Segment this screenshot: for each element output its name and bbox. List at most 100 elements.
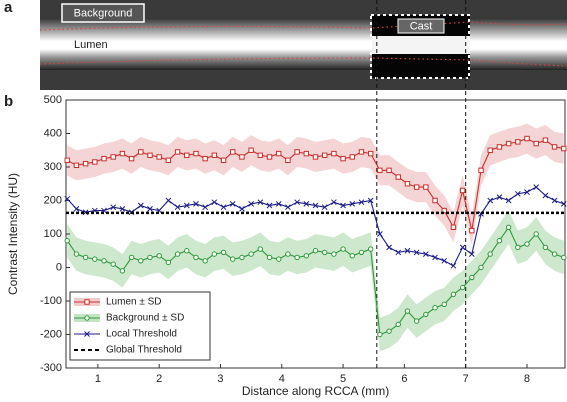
panel-a: Background Lumen Cast bbox=[39, 0, 567, 90]
point bbox=[193, 150, 199, 157]
point bbox=[468, 251, 475, 257]
x-axis-label: Distance along RCCA (mm) bbox=[242, 384, 389, 398]
x-tick-label: 3 bbox=[217, 373, 223, 385]
point bbox=[64, 157, 70, 164]
y-tick-label: 0 bbox=[56, 261, 62, 273]
point bbox=[73, 251, 80, 257]
point bbox=[349, 253, 355, 259]
legend-marker bbox=[84, 331, 90, 337]
point bbox=[441, 257, 448, 264]
point bbox=[432, 305, 438, 311]
point bbox=[533, 184, 540, 190]
point bbox=[561, 254, 567, 261]
y-tick-label: -300 bbox=[40, 362, 62, 374]
point bbox=[64, 195, 71, 202]
point bbox=[404, 308, 411, 314]
point bbox=[92, 159, 98, 165]
point bbox=[165, 259, 172, 266]
point bbox=[358, 199, 365, 206]
legend-marker bbox=[84, 299, 90, 305]
point bbox=[303, 200, 310, 207]
point bbox=[386, 328, 392, 334]
point bbox=[331, 150, 337, 157]
point bbox=[147, 254, 153, 261]
cast-box bbox=[370, 14, 470, 79]
point bbox=[165, 197, 172, 204]
point bbox=[193, 200, 199, 207]
x-tick-label: 4 bbox=[279, 373, 285, 385]
point bbox=[138, 258, 144, 264]
x-tick-label: 7 bbox=[463, 373, 469, 385]
background-label: Background bbox=[74, 7, 133, 19]
point bbox=[248, 251, 254, 257]
point bbox=[404, 247, 411, 254]
point bbox=[110, 154, 116, 160]
point bbox=[367, 150, 374, 157]
point bbox=[303, 150, 310, 157]
point bbox=[469, 274, 475, 281]
panel-label: b bbox=[4, 93, 13, 110]
y-tick-label: -100 bbox=[40, 295, 62, 307]
point bbox=[137, 202, 144, 209]
point bbox=[239, 206, 245, 212]
point bbox=[469, 227, 475, 234]
point bbox=[331, 199, 337, 206]
point bbox=[229, 200, 236, 207]
point bbox=[450, 224, 457, 231]
point bbox=[257, 199, 264, 206]
point bbox=[202, 258, 208, 264]
point bbox=[321, 249, 328, 256]
point bbox=[285, 251, 291, 257]
point bbox=[257, 152, 264, 158]
point bbox=[441, 301, 447, 308]
legend-symbol bbox=[84, 299, 90, 305]
point bbox=[101, 258, 107, 264]
point bbox=[377, 231, 383, 237]
cast-label: Cast bbox=[410, 20, 433, 32]
point bbox=[128, 254, 135, 261]
point bbox=[386, 244, 392, 251]
legend-marker bbox=[84, 315, 90, 321]
point bbox=[524, 189, 530, 195]
y-tick-label: 500 bbox=[44, 94, 62, 106]
point bbox=[551, 197, 558, 204]
point bbox=[266, 254, 273, 261]
point bbox=[505, 197, 512, 204]
point bbox=[459, 284, 466, 291]
point bbox=[64, 238, 70, 244]
point bbox=[367, 197, 374, 204]
point bbox=[478, 264, 484, 271]
point bbox=[276, 256, 282, 262]
point bbox=[239, 154, 245, 160]
point bbox=[128, 155, 135, 162]
point bbox=[312, 154, 319, 160]
point bbox=[174, 204, 181, 211]
point bbox=[147, 152, 153, 158]
x-tick-label: 2 bbox=[156, 373, 162, 385]
point bbox=[432, 197, 438, 204]
point bbox=[331, 251, 337, 257]
point bbox=[377, 331, 383, 338]
y-tick-label: 100 bbox=[44, 228, 62, 240]
x-tick-label: 5 bbox=[340, 373, 346, 385]
point bbox=[220, 157, 227, 164]
point bbox=[487, 197, 494, 204]
lumen-region bbox=[40, 18, 567, 70]
x-tick-label: 6 bbox=[401, 373, 407, 385]
point bbox=[524, 135, 530, 142]
point bbox=[377, 167, 383, 174]
lumen-label: Lumen bbox=[74, 39, 108, 51]
point bbox=[551, 251, 558, 257]
point bbox=[514, 190, 521, 197]
point bbox=[147, 206, 153, 212]
point bbox=[413, 249, 420, 256]
edge-top bbox=[39, 21, 567, 31]
point bbox=[73, 206, 80, 212]
point bbox=[515, 139, 521, 145]
point bbox=[119, 206, 126, 212]
point bbox=[450, 262, 457, 269]
point bbox=[340, 155, 346, 162]
panel-label: a bbox=[4, 0, 13, 16]
point bbox=[487, 251, 493, 257]
